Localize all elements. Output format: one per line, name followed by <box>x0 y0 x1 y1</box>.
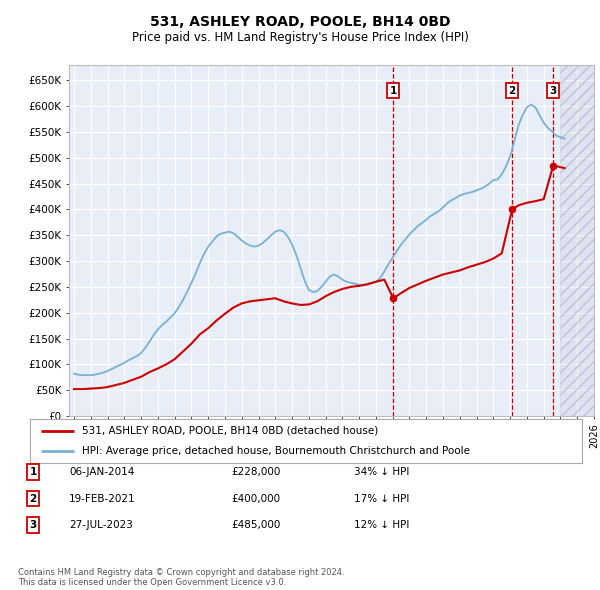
Text: £485,000: £485,000 <box>231 520 280 530</box>
Text: HPI: Average price, detached house, Bournemouth Christchurch and Poole: HPI: Average price, detached house, Bour… <box>82 446 470 456</box>
Text: 3: 3 <box>550 86 557 96</box>
Text: 3: 3 <box>29 520 37 530</box>
Text: 531, ASHLEY ROAD, POOLE, BH14 0BD: 531, ASHLEY ROAD, POOLE, BH14 0BD <box>150 15 450 29</box>
Text: £400,000: £400,000 <box>231 494 280 503</box>
Text: 19-FEB-2021: 19-FEB-2021 <box>69 494 136 503</box>
Text: 34% ↓ HPI: 34% ↓ HPI <box>354 467 409 477</box>
Bar <box>560 65 600 416</box>
Text: 27-JUL-2023: 27-JUL-2023 <box>69 520 133 530</box>
Text: 2: 2 <box>509 86 516 96</box>
Text: 17% ↓ HPI: 17% ↓ HPI <box>354 494 409 503</box>
Text: 06-JAN-2014: 06-JAN-2014 <box>69 467 134 477</box>
Text: 2: 2 <box>29 494 37 503</box>
Text: Contains HM Land Registry data © Crown copyright and database right 2024.
This d: Contains HM Land Registry data © Crown c… <box>18 568 344 587</box>
Text: £228,000: £228,000 <box>231 467 280 477</box>
Text: 531, ASHLEY ROAD, POOLE, BH14 0BD (detached house): 531, ASHLEY ROAD, POOLE, BH14 0BD (detac… <box>82 426 379 436</box>
Text: Price paid vs. HM Land Registry's House Price Index (HPI): Price paid vs. HM Land Registry's House … <box>131 31 469 44</box>
Text: 1: 1 <box>29 467 37 477</box>
Text: 12% ↓ HPI: 12% ↓ HPI <box>354 520 409 530</box>
Text: 1: 1 <box>389 86 397 96</box>
